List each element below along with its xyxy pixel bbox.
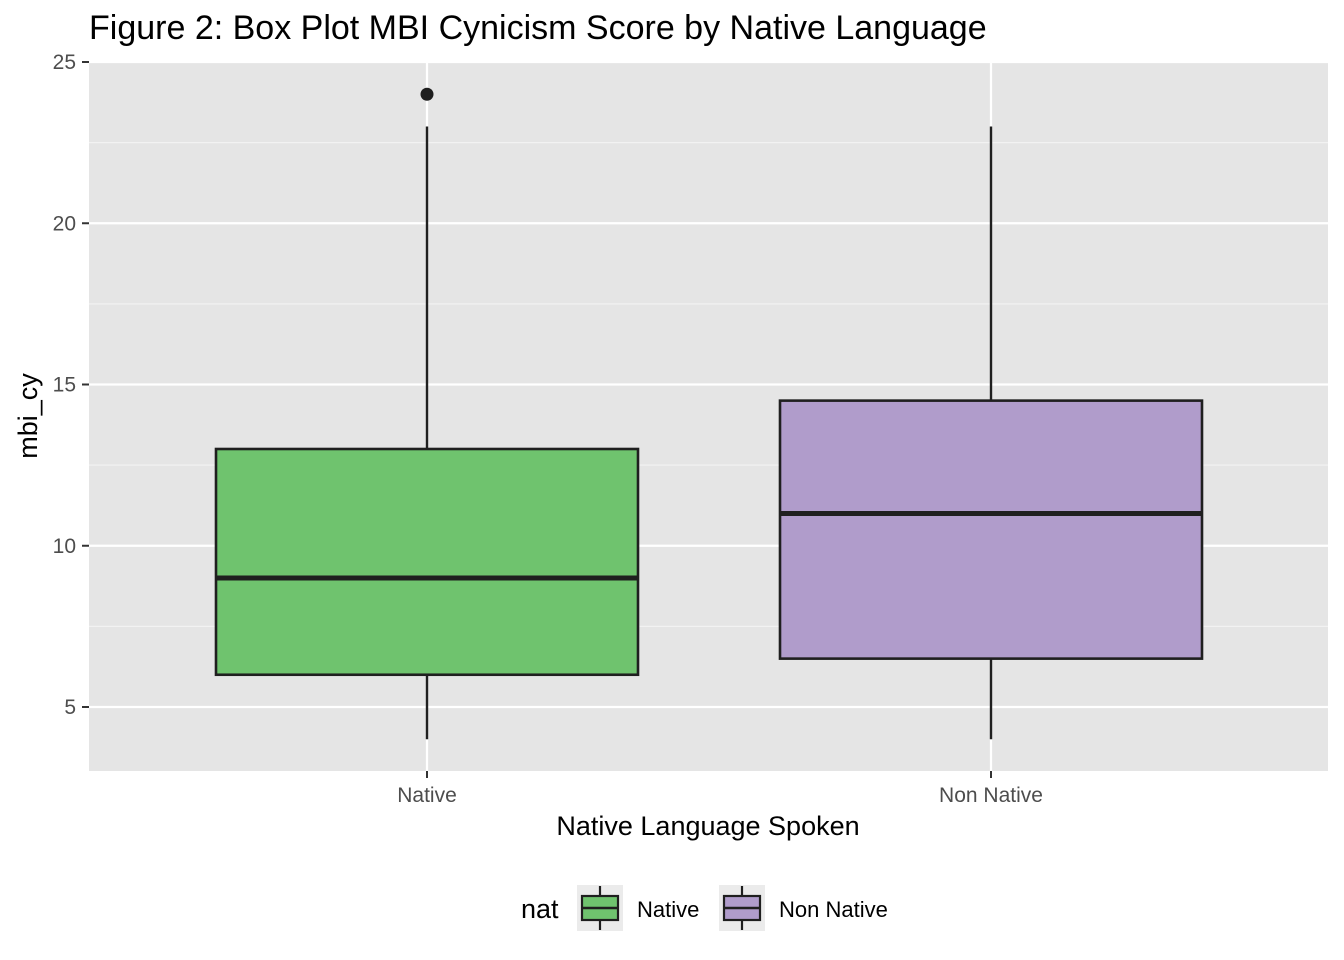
x-axis: Native Non Native <box>397 771 1043 807</box>
legend-title: nat <box>521 894 559 924</box>
x-tick-label: Non Native <box>939 784 1043 807</box>
outlier-point <box>420 87 434 101</box>
legend-label: Non Native <box>779 897 888 922</box>
x-tick-label: Native <box>397 784 457 807</box>
chart-title: Figure 2: Box Plot MBI Cynicism Score by… <box>89 9 987 47</box>
legend: nat Native Non Native <box>521 885 888 931</box>
x-axis-title: Native Language Spoken <box>556 811 859 841</box>
legend-item: Non Native <box>719 885 888 931</box>
y-tick-label: 25 <box>53 51 76 74</box>
y-axis: 5 10 15 20 25 <box>53 51 89 719</box>
boxes <box>214 87 1204 740</box>
box-iqr <box>778 399 1204 660</box>
y-tick-label: 5 <box>64 696 76 719</box>
y-axis-title: mbi_cy <box>13 373 43 459</box>
legend-label: Native <box>637 897 699 922</box>
box-iqr <box>214 447 640 677</box>
y-tick-label: 15 <box>53 374 76 397</box>
legend-item: Native <box>577 885 699 931</box>
y-tick-label: 10 <box>53 535 76 558</box>
y-tick-label: 20 <box>53 212 76 235</box>
